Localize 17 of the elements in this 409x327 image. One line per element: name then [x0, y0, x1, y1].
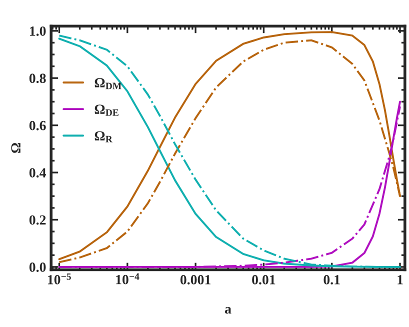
y-tick-label: 0.8 [29, 74, 46, 84]
x-tick-label: 0.001 [180, 275, 210, 284]
x-axis-title: a [224, 307, 232, 314]
x-tick-label: 10$^{−5}$ [48, 273, 71, 284]
x-tick-label: 0.1 [324, 275, 340, 284]
legend-label: Ω$_{R}$ [94, 131, 113, 142]
x-tick-label: 10$^{−4}$ [116, 273, 140, 284]
legend-label: Ω$_{DM}$ [94, 78, 122, 90]
y-tick-label: 0.6 [29, 120, 46, 130]
y-tick-label: 0.0 [29, 262, 46, 272]
y-tick-label: 1.0 [30, 26, 46, 36]
x-tick-label: 1 [398, 275, 403, 284]
y-tick-label: 0.2 [29, 215, 46, 225]
x-tick-label: 0.01 [252, 275, 276, 284]
y-axis-title: Ω [11, 143, 20, 153]
y-tick-label: 0.4 [29, 168, 46, 178]
legend-label: Ω$_{DE}$ [94, 104, 118, 116]
